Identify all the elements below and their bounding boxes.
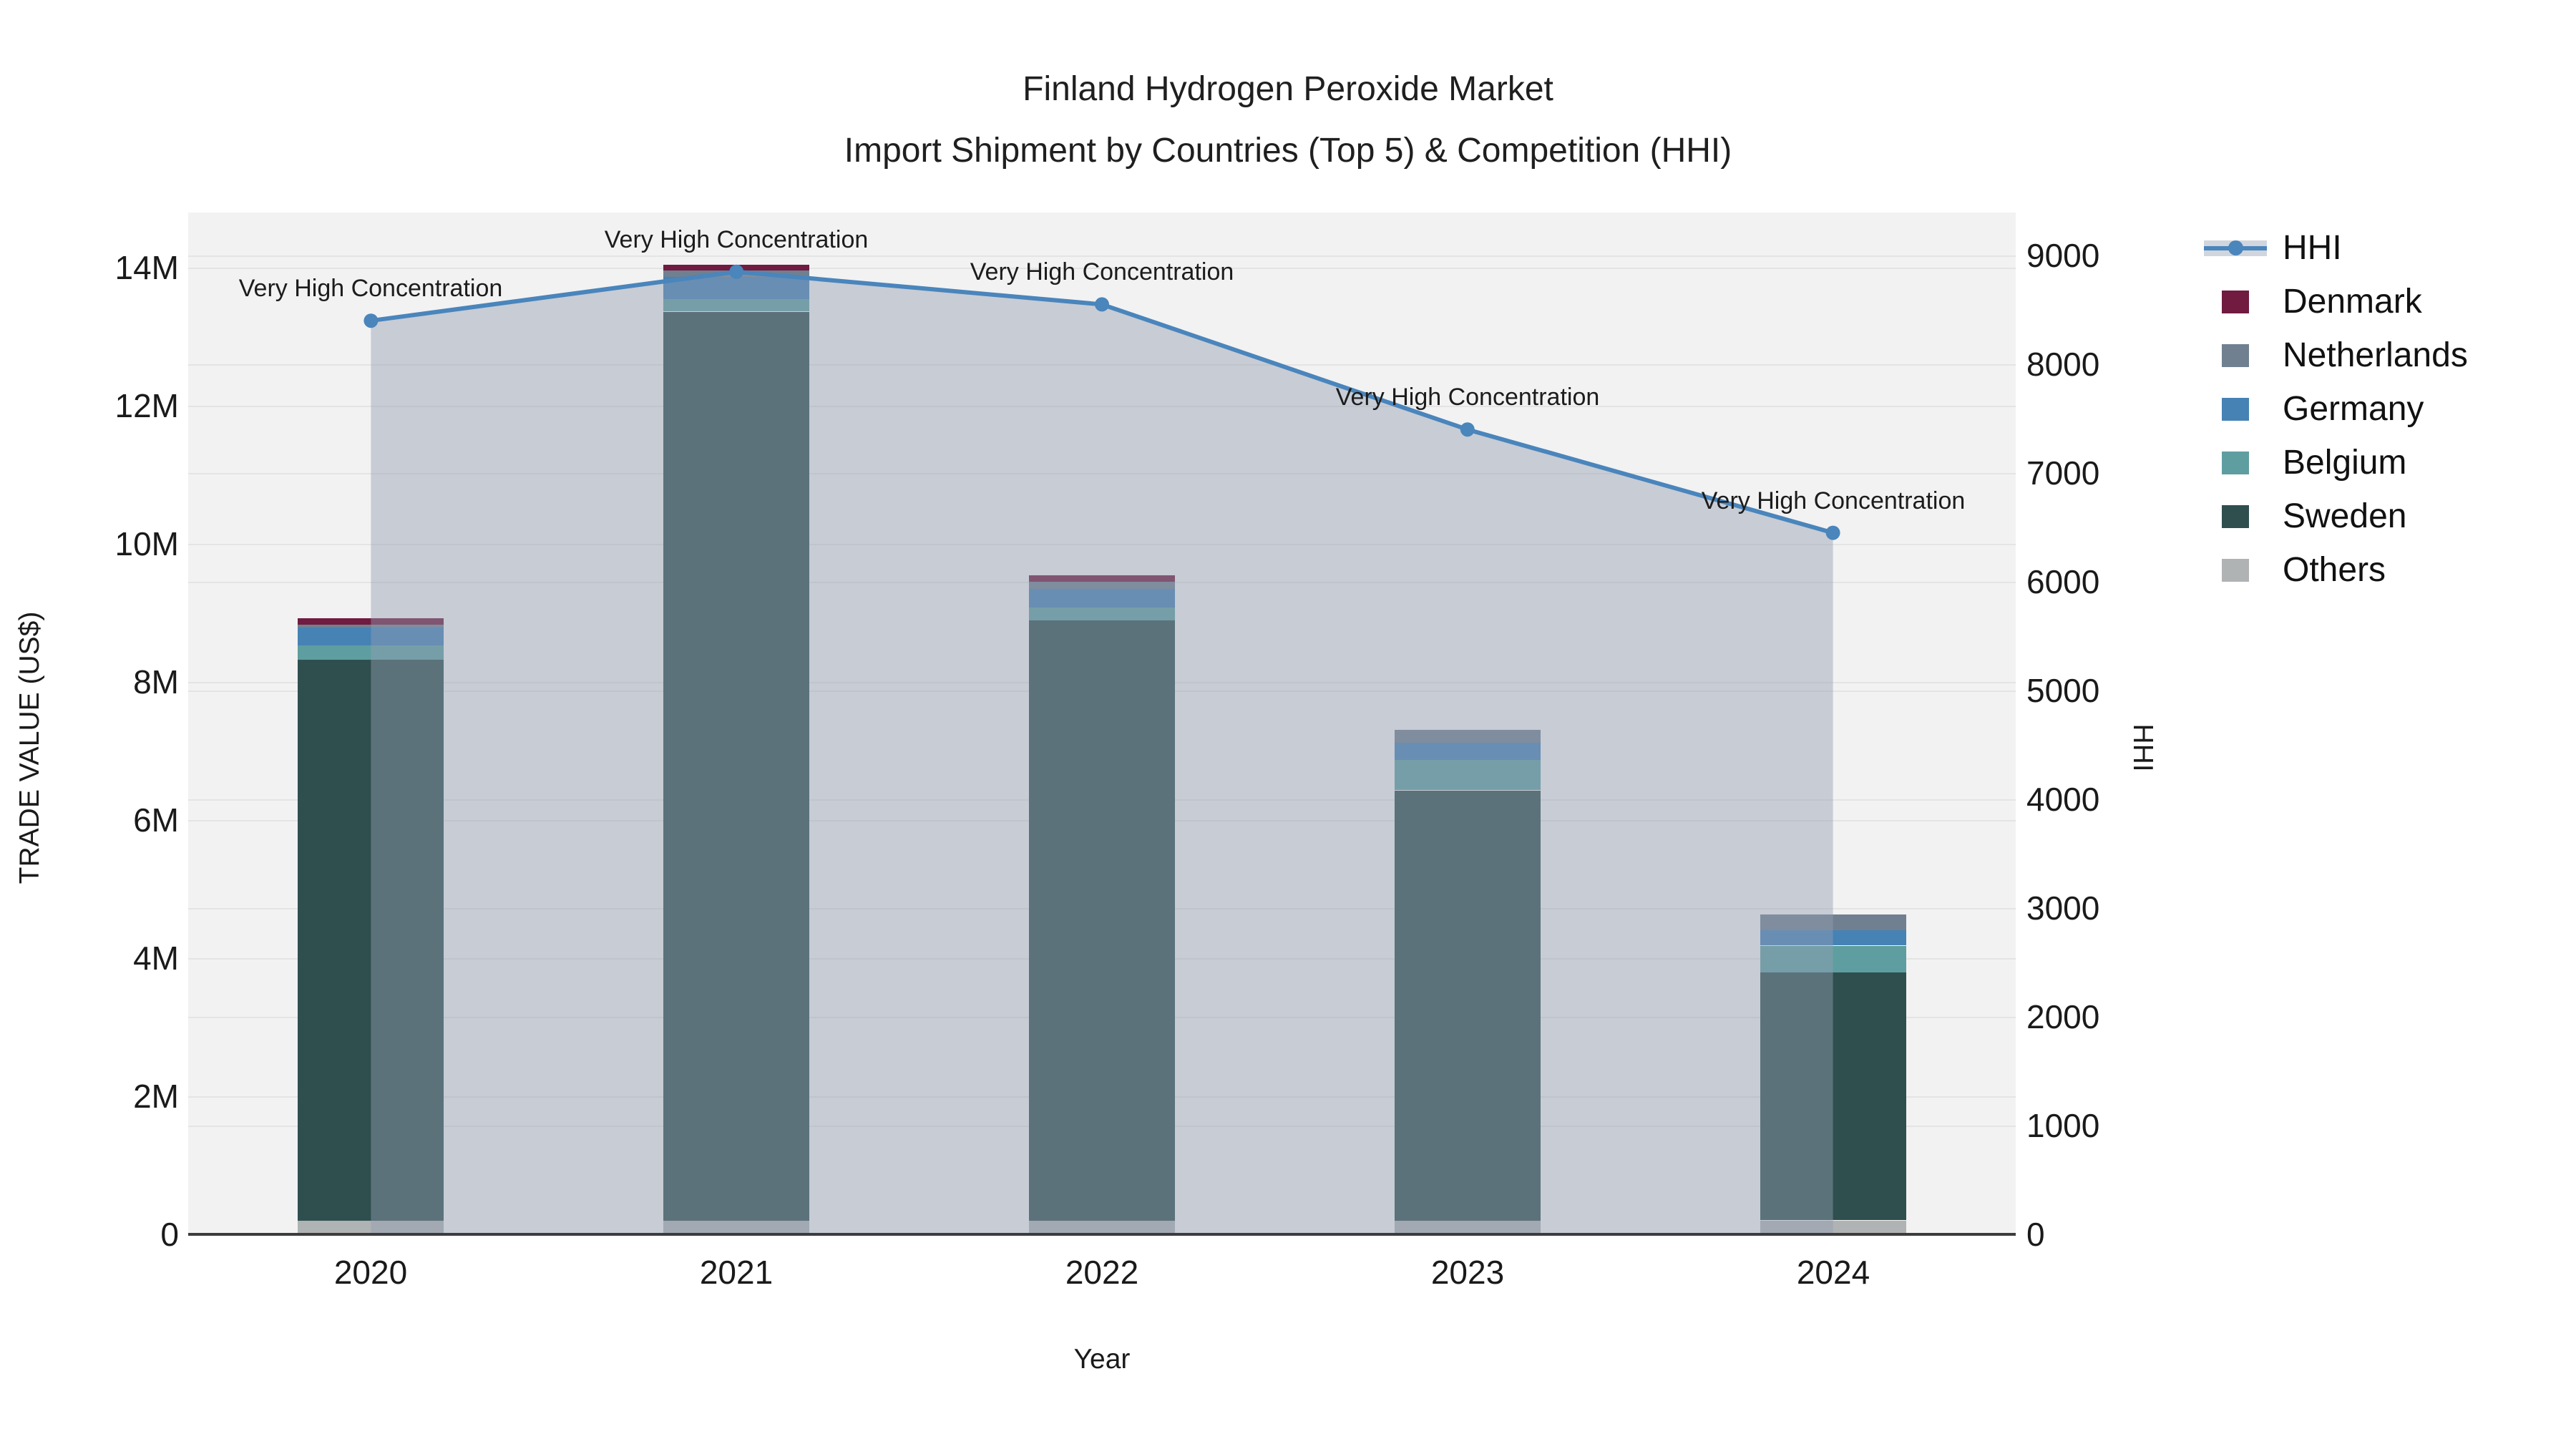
- annotation-2024: Very High Concentration: [1701, 487, 1966, 514]
- legend-label-netherlands: Netherlands: [2283, 336, 2468, 374]
- legend: HHI Denmark Netherlands Germany Belgium Swede…: [2201, 221, 2468, 597]
- legend-swatch-germany: [2201, 397, 2270, 421]
- bar-2021-sweden[interactable]: [663, 312, 809, 1221]
- annotation-2021: Very High Concentration: [604, 226, 869, 253]
- annotation-2023: Very High Concentration: [1335, 384, 1600, 411]
- y-right-tick-9000: 9000: [2026, 237, 2100, 274]
- legend-item-sweden[interactable]: Sweden: [2201, 489, 2468, 543]
- y-right-tick-2000: 2000: [2026, 998, 2100, 1035]
- legend-label-belgium: Belgium: [2283, 443, 2407, 482]
- bar-2023-sweden[interactable]: [1395, 791, 1541, 1221]
- y-right-tick-3000: 3000: [2026, 889, 2100, 927]
- bar-2021-others[interactable]: [663, 1221, 809, 1234]
- bar-2023-others[interactable]: [1395, 1221, 1541, 1234]
- legend-swatch-belgium: [2201, 451, 2270, 474]
- legend-item-germany[interactable]: Germany: [2201, 382, 2468, 436]
- bar-2022-denmark[interactable]: [1029, 575, 1175, 582]
- gridline-left-12M: [188, 406, 2016, 407]
- bar-2021-belgium[interactable]: [663, 298, 809, 311]
- gridline-right-9000: [188, 255, 2016, 257]
- bar-2023-belgium[interactable]: [1395, 760, 1541, 790]
- y-right-tick-5000: 5000: [2026, 672, 2100, 709]
- legend-swatch-sweden: [2201, 504, 2270, 528]
- bar-2020-netherlands[interactable]: [298, 625, 444, 628]
- bar-2024-sweden[interactable]: [1760, 972, 1906, 1220]
- y-left-axis-title: TRADE VALUE (US$): [14, 611, 45, 884]
- bar-2024-others[interactable]: [1760, 1221, 1906, 1234]
- chart-title: Finland Hydrogen Peroxide Market: [1023, 70, 1553, 108]
- legend-item-others[interactable]: Others: [2201, 543, 2468, 597]
- gridline-left-10M: [188, 544, 2016, 545]
- y-right-tick-0: 0: [2026, 1216, 2045, 1253]
- y-right-axis-title: HHI: [2127, 723, 2158, 772]
- x-tick-2020: 2020: [333, 1254, 408, 1291]
- x-tick-2021: 2021: [699, 1254, 774, 1291]
- legend-label-germany: Germany: [2283, 389, 2424, 428]
- x-axis-title: Year: [1073, 1344, 1131, 1375]
- y-right-tick-8000: 8000: [2026, 346, 2100, 383]
- bar-2020-belgium[interactable]: [298, 645, 444, 660]
- bar-2021-denmark[interactable]: [663, 265, 809, 270]
- bar-2024-germany[interactable]: [1760, 930, 1906, 945]
- legend-line-icon: [2201, 240, 2270, 256]
- legend-label-others: Others: [2283, 550, 2386, 589]
- bar-2020-denmark[interactable]: [298, 618, 444, 625]
- legend-label-sweden: Sweden: [2283, 497, 2407, 535]
- y-left-tick-4M: 4M: [133, 940, 179, 977]
- y-left-tick-12M: 12M: [114, 387, 179, 424]
- gridline-left-14M: [188, 268, 2016, 269]
- bar-2022-belgium[interactable]: [1029, 608, 1175, 620]
- legend-swatch-others: [2201, 558, 2270, 582]
- legend-item-belgium[interactable]: Belgium: [2201, 436, 2468, 489]
- bar-2024-belgium[interactable]: [1760, 946, 1906, 972]
- x-tick-2022: 2022: [1065, 1254, 1139, 1291]
- bar-2023-germany[interactable]: [1395, 743, 1541, 760]
- y-right-tick-1000: 1000: [2026, 1107, 2100, 1144]
- legend-label-hhi: HHI: [2283, 228, 2342, 267]
- annotation-2020: Very High Concentration: [238, 275, 503, 302]
- bar-2021-netherlands[interactable]: [663, 270, 809, 277]
- y-left-tick-14M: 14M: [114, 249, 179, 286]
- y-left-tick-8M: 8M: [133, 663, 179, 701]
- annotation-2022: Very High Concentration: [970, 258, 1234, 286]
- y-left-tick-10M: 10M: [114, 525, 179, 562]
- y-left-tick-0: 0: [160, 1216, 179, 1253]
- bar-2022-others[interactable]: [1029, 1221, 1175, 1234]
- legend-item-netherlands[interactable]: Netherlands: [2201, 328, 2468, 382]
- legend-label-denmark: Denmark: [2283, 282, 2422, 321]
- x-tick-2024: 2024: [1796, 1254, 1870, 1291]
- bar-2020-others[interactable]: [298, 1221, 444, 1234]
- bar-2022-netherlands[interactable]: [1029, 582, 1175, 589]
- bar-2020-germany[interactable]: [298, 628, 444, 645]
- gridline-right-8000: [188, 364, 2016, 366]
- y-right-tick-7000: 7000: [2026, 454, 2100, 492]
- bar-2021-germany[interactable]: [663, 277, 809, 299]
- bar-2022-germany[interactable]: [1029, 589, 1175, 608]
- legend-swatch-denmark: [2201, 290, 2270, 313]
- legend-item-hhi[interactable]: HHI: [2201, 221, 2468, 275]
- y-right-tick-6000: 6000: [2026, 563, 2100, 600]
- legend-swatch-netherlands: [2201, 343, 2270, 367]
- bar-2022-sweden[interactable]: [1029, 620, 1175, 1221]
- bar-2023-netherlands[interactable]: [1395, 730, 1541, 743]
- chart-subtitle: Import Shipment by Countries (Top 5) & C…: [844, 132, 1732, 170]
- x-tick-2023: 2023: [1430, 1254, 1505, 1291]
- x-axis-line: [188, 1233, 2016, 1236]
- legend-item-denmark[interactable]: Denmark: [2201, 275, 2468, 328]
- bar-2020-sweden[interactable]: [298, 660, 444, 1221]
- y-left-tick-2M: 2M: [133, 1078, 179, 1115]
- y-left-tick-6M: 6M: [133, 801, 179, 839]
- y-right-tick-4000: 4000: [2026, 781, 2100, 818]
- bar-2024-netherlands[interactable]: [1760, 914, 1906, 930]
- gridline-right-7000: [188, 473, 2016, 474]
